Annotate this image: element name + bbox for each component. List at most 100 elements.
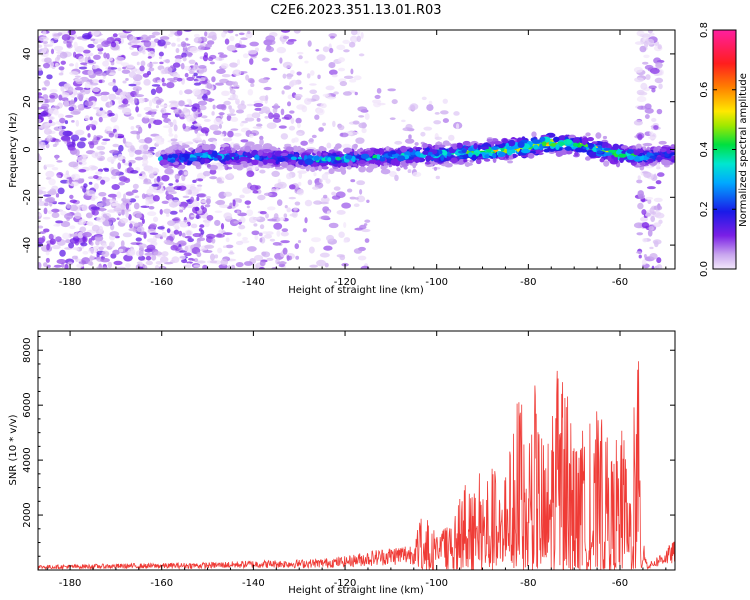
- spectrogram-noise-cell: [108, 217, 117, 223]
- spectrogram-noise-cell: [73, 97, 78, 102]
- spectrogram-signal-cell: [305, 165, 310, 172]
- spectrogram-noise-cell: [249, 58, 254, 65]
- spectrogram-noise-cell: [38, 69, 44, 76]
- spectrogram-noise-cell: [83, 183, 88, 188]
- spectrogram-signal-cell: [257, 149, 263, 156]
- spectrogram-noise-cell: [193, 72, 198, 77]
- spectrogram-signal-cell: [310, 167, 316, 173]
- colorbar-tick-label: 0.0: [699, 261, 710, 277]
- spectrogram-noise-cell: [175, 222, 179, 229]
- spectrogram-noise-cell: [38, 186, 46, 190]
- spectrogram-noise-cell: [329, 47, 334, 54]
- spectrogram-signal-cell: [438, 149, 443, 155]
- spectrogram-signal-cell: [441, 163, 448, 167]
- spectrogram-noise-cell: [198, 81, 208, 85]
- spectrogram-noise-cell: [209, 253, 216, 261]
- spectrogram-noise-cell: [103, 52, 108, 59]
- spectrogram-noise-cell: [350, 30, 358, 36]
- spectrogram-noise-cell: [380, 168, 391, 175]
- spectrogram-noise-cell: [202, 170, 211, 177]
- spectrogram-noise-cell: [108, 112, 115, 117]
- spectrogram-noise-cell: [141, 116, 150, 124]
- spectrogram-noise-cell: [147, 228, 156, 234]
- spectrogram-noise-cell: [82, 235, 86, 243]
- spectrogram-signal-cell: [415, 146, 423, 151]
- spectrogram-noise-cell: [38, 44, 43, 48]
- spectrogram-noise-cell: [266, 206, 276, 211]
- spectrogram-noise-cell: [90, 197, 96, 201]
- spectrogram-noise-cell: [307, 40, 312, 47]
- spectrogram-noise-cell: [264, 116, 269, 119]
- spectrogram-signal-cell: [468, 147, 473, 152]
- spectrogram-noise-cell: [349, 79, 357, 83]
- spectrogram-noise-cell: [209, 168, 217, 175]
- spectrogram-noise-cell: [358, 122, 368, 129]
- spectrogram-signal-cell: [195, 146, 203, 153]
- spectrogram-noise-cell: [135, 237, 142, 242]
- spectrogram-noise-cell: [220, 104, 227, 111]
- spectrogram-noise-cell: [331, 191, 336, 196]
- snr-x-tick-label: -140: [242, 578, 265, 589]
- spectrogram-noise-cell: [643, 54, 650, 59]
- spectrogram-noise-cell: [66, 203, 71, 209]
- spectrogram-noise-cell: [636, 96, 647, 103]
- spectrogram-noise-cell: [135, 106, 140, 113]
- spectrogram-noise-cell: [75, 62, 79, 69]
- spectrogram-x-axis-label: Height of straight line (km): [288, 285, 424, 296]
- spectrogram-noise-cell: [69, 204, 79, 212]
- spectrogram-noise-cell: [657, 44, 662, 50]
- spectrogram-noise-cell: [128, 83, 137, 87]
- spectrogram-noise-cell: [38, 140, 44, 148]
- spectrogram-noise-cell: [67, 86, 74, 93]
- spectrogram-noise-cell: [260, 106, 271, 114]
- spectrogram-signal-cell: [311, 162, 319, 167]
- spectrogram-noise-cell: [174, 173, 180, 180]
- spectrogram-noise-cell: [282, 73, 287, 79]
- spectrogram-noise-cell: [328, 33, 337, 38]
- spectrogram-noise-cell: [296, 104, 306, 110]
- spectrogram-noise-cell: [187, 238, 194, 243]
- spectrogram-noise-cell: [637, 105, 647, 110]
- spectrogram-noise-cell: [49, 40, 54, 46]
- spectrogram-noise-cell: [358, 53, 365, 57]
- spectrogram-noise-cell: [68, 106, 75, 112]
- spectrogram-noise-cell: [265, 213, 269, 219]
- spectrogram-noise-cell: [172, 62, 181, 68]
- spectrogram-noise-cell: [141, 218, 145, 224]
- spectrogram-signal-cell: [326, 161, 332, 165]
- spectrogram-noise-cell: [114, 113, 119, 121]
- spectrogram-noise-cell: [644, 64, 654, 70]
- spectrogram-noise-cell: [43, 262, 48, 268]
- spectrogram-noise-cell: [173, 229, 180, 235]
- spectrogram-noise-cell: [359, 224, 367, 230]
- spectrogram-signal-cell: [521, 148, 531, 154]
- spectrogram-noise-cell: [44, 79, 51, 87]
- spectrogram-signal-cell: [383, 162, 388, 166]
- spectrogram-noise-cell: [87, 247, 98, 254]
- spectrogram-noise-cell: [331, 74, 338, 78]
- spectrogram-noise-cell: [159, 209, 163, 215]
- spectrogram-noise-cell: [126, 64, 135, 69]
- spectrogram-noise-cell: [126, 141, 133, 147]
- spectrogram-noise-cell: [650, 215, 656, 223]
- spectrogram-noise-cell: [197, 107, 201, 113]
- spectrogram-signal-cell: [404, 138, 415, 144]
- spectrogram-signal-cell: [468, 152, 473, 158]
- spectrogram-noise-cell: [59, 117, 66, 124]
- spectrogram-noise-cell: [333, 186, 341, 191]
- spectrogram-noise-cell: [184, 72, 189, 78]
- spectrogram-signal-cell: [200, 158, 205, 165]
- spectrogram-noise-cell: [53, 109, 59, 116]
- spectrogram-signal-cell: [212, 150, 218, 158]
- spectrogram-noise-cell: [640, 82, 648, 90]
- spectrogram-signal-cell: [506, 149, 513, 156]
- spectrogram-noise-cell: [111, 202, 118, 207]
- spectrogram-noise-cell: [339, 132, 349, 138]
- spectrogram-noise-cell: [45, 257, 50, 263]
- spectrogram-noise-cell: [318, 178, 323, 184]
- spectrogram-noise-cell: [111, 183, 120, 191]
- spectrogram-noise-cell: [145, 260, 153, 266]
- spectrogram-noise-cell: [168, 104, 175, 108]
- spectrogram-noise-cell: [161, 174, 170, 182]
- spectrogram-signal-cell: [612, 143, 620, 150]
